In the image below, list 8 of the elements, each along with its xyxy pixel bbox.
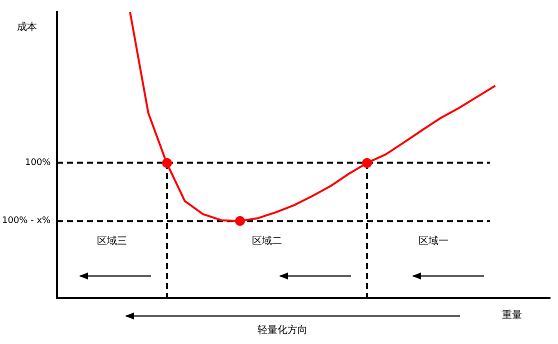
annotation: 区域三 [96,234,127,248]
x-axis-title: 重量 [502,308,522,322]
text: 100% [25,158,51,168]
annotation: 区域二 [252,234,282,248]
annotation: 区域一 [418,234,449,248]
y-axis-title: 成本 [17,20,37,34]
text: 轻量化方向 [258,324,308,337]
text: 100% - x% [2,216,51,226]
